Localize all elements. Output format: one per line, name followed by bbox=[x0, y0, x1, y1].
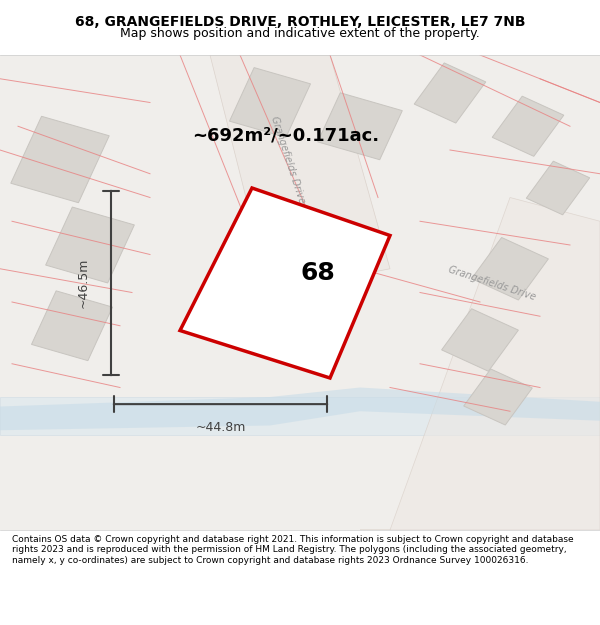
Polygon shape bbox=[180, 188, 390, 378]
Polygon shape bbox=[526, 161, 590, 215]
Polygon shape bbox=[414, 63, 486, 123]
Text: ~44.8m: ~44.8m bbox=[196, 421, 245, 434]
Polygon shape bbox=[492, 96, 564, 156]
Polygon shape bbox=[210, 55, 390, 292]
Polygon shape bbox=[0, 397, 600, 435]
Text: ~692m²/~0.171ac.: ~692m²/~0.171ac. bbox=[192, 127, 379, 145]
Text: Contains OS data © Crown copyright and database right 2021. This information is : Contains OS data © Crown copyright and d… bbox=[12, 535, 574, 564]
Polygon shape bbox=[318, 92, 402, 160]
Text: 68: 68 bbox=[301, 261, 335, 286]
Text: Grangefields Drive: Grangefields Drive bbox=[447, 264, 537, 302]
Text: 68, GRANGEFIELDS DRIVE, ROTHLEY, LEICESTER, LE7 7NB: 68, GRANGEFIELDS DRIVE, ROTHLEY, LEICEST… bbox=[75, 16, 525, 29]
Polygon shape bbox=[360, 198, 600, 530]
Polygon shape bbox=[472, 238, 548, 300]
Polygon shape bbox=[46, 207, 134, 283]
Polygon shape bbox=[31, 291, 113, 361]
Text: ~46.5m: ~46.5m bbox=[77, 258, 90, 308]
Polygon shape bbox=[11, 116, 109, 202]
Text: Grangefields Drive: Grangefields Drive bbox=[269, 114, 307, 204]
Polygon shape bbox=[442, 309, 518, 371]
Polygon shape bbox=[0, 388, 600, 430]
Polygon shape bbox=[229, 68, 311, 138]
Polygon shape bbox=[464, 369, 532, 425]
Text: Map shows position and indicative extent of the property.: Map shows position and indicative extent… bbox=[120, 27, 480, 39]
